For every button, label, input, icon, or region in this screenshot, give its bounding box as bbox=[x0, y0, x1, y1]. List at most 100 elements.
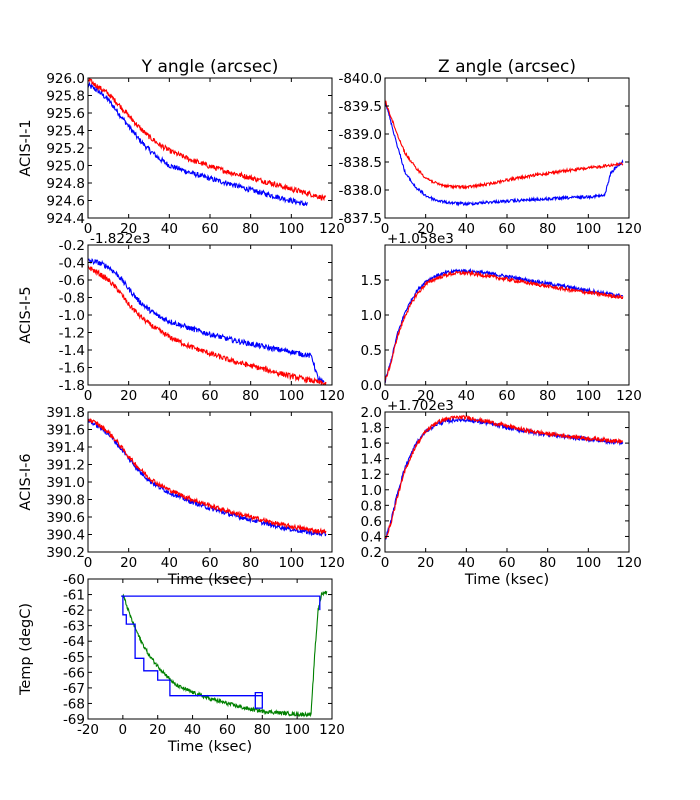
chart-2-xtick-label: 60 bbox=[498, 221, 515, 237]
chart-3-ytick-label: -1.8 bbox=[59, 378, 85, 394]
chart-6-ytick-label: 0.2 bbox=[361, 545, 382, 561]
chart-3-xtick-label: 80 bbox=[242, 388, 259, 404]
chart-6: 0 20 40 60 80 100 1202.01.81.61.41.21.00.80.60… bbox=[361, 398, 642, 588]
chart-4-xtick-label: 100 bbox=[575, 388, 601, 404]
chart-3-ytick-label: -0.6 bbox=[59, 273, 85, 289]
chart-5-xtick-label: 0 bbox=[84, 555, 93, 571]
chart-2-xtick-label: 20 bbox=[417, 221, 434, 237]
chart-2-xtick-label: 0 bbox=[381, 221, 390, 237]
chart-3-xtick-label: 20 bbox=[120, 388, 137, 404]
chart-1-xtick-label: 80 bbox=[242, 221, 259, 237]
chart-5-ytick-label: 390.2 bbox=[46, 545, 85, 561]
chart-7: -20 0 20 40 60 80 100 120-60-61-62-63-64-65-66-… bbox=[18, 572, 345, 755]
chart-7-xtick-label: 100 bbox=[284, 722, 310, 738]
chart-1-xtick-label: 0 bbox=[84, 221, 93, 237]
chart-5-xtick-label: 20 bbox=[120, 555, 137, 571]
chart-2-series-red bbox=[385, 99, 624, 190]
chart-3-series-blue bbox=[88, 257, 325, 384]
chart-4-xtick-label: 80 bbox=[539, 388, 556, 404]
chart-6-xtick-label: 100 bbox=[575, 555, 601, 571]
chart-2-title: Z angle (arcsec) bbox=[438, 57, 576, 77]
chart-6-ytick-label: 1.8 bbox=[361, 421, 382, 437]
chart-1-ytick-label: 924.4 bbox=[46, 211, 85, 227]
chart-3-xtick-label: 60 bbox=[201, 388, 218, 404]
chart-4-xtick-label: 60 bbox=[498, 388, 515, 404]
chart-6-xtick-label: 120 bbox=[616, 555, 642, 571]
chart-4-ytick-label: 1.5 bbox=[361, 273, 382, 289]
chart-5-ytick-label: 391.8 bbox=[46, 405, 85, 421]
chart-4-xtick-label: 40 bbox=[458, 388, 475, 404]
chart-5-series-red bbox=[88, 417, 327, 535]
chart-1-ytick-label: 925.4 bbox=[46, 124, 85, 140]
chart-1-ytick-label: 924.8 bbox=[46, 176, 85, 192]
chart-6-ytick-label: 0.6 bbox=[361, 514, 382, 530]
chart-5-ytick-label: 390.6 bbox=[46, 510, 85, 526]
chart-6-xlabel: Time (ksec) bbox=[464, 572, 549, 588]
chart-6-xtick-label: 60 bbox=[498, 555, 515, 571]
chart-1-series-red bbox=[88, 78, 327, 202]
chart-6-ytick-label: 0.4 bbox=[361, 529, 382, 545]
chart-7-ytick-label: -67 bbox=[63, 681, 85, 697]
chart-1-title: Y angle (arcsec) bbox=[141, 57, 279, 77]
chart-4-offset-label: +1.058e3 bbox=[387, 231, 454, 247]
chart-3-series-red bbox=[88, 264, 327, 385]
chart-4-xtick-label: 120 bbox=[616, 388, 642, 404]
chart-4-series-blue bbox=[385, 267, 623, 384]
chart-7-ytick-label: -66 bbox=[63, 665, 85, 681]
chart-3-xtick-label: 40 bbox=[161, 388, 178, 404]
chart-7-xtick-label: 20 bbox=[149, 722, 166, 738]
chart-2-ytick-label: -837.5 bbox=[338, 211, 382, 227]
chart-7-xlabel: Time (ksec) bbox=[167, 739, 252, 755]
chart-6-xtick-label: 80 bbox=[539, 555, 556, 571]
chart-2-ytick-label: -839.5 bbox=[338, 99, 382, 115]
chart-5-xtick-label: 60 bbox=[201, 555, 218, 571]
chart-6-ytick-label: 0.8 bbox=[361, 498, 382, 514]
chart-1-xtick-label: 100 bbox=[278, 221, 304, 237]
chart-5-ytick-label: 391.6 bbox=[46, 423, 85, 439]
chart-4-ytick-label: 0.0 bbox=[361, 378, 382, 394]
chart-1-ytick-label: 926.0 bbox=[46, 71, 85, 87]
chart-1-ytick-label: 924.6 bbox=[46, 194, 85, 210]
chart-1-xtick-label: 40 bbox=[161, 221, 178, 237]
chart-5-xtick-label: 120 bbox=[319, 555, 345, 571]
chart-7-frame bbox=[87, 578, 333, 720]
chart-1-ytick-label: 925.2 bbox=[46, 141, 85, 157]
chart-7-xtick-label: 60 bbox=[219, 722, 236, 738]
chart-7-xtick-label: 0 bbox=[119, 722, 128, 738]
chart-1-ytick-label: 925.6 bbox=[46, 106, 85, 122]
chart-1-ytick-label: 925.8 bbox=[46, 89, 85, 105]
chart-3-ytick-label: -0.4 bbox=[59, 256, 85, 272]
chart-6-offset-label: +1.702e3 bbox=[387, 398, 454, 414]
chart-2-ytick-label: -839.0 bbox=[338, 127, 382, 143]
chart-1-series-blue bbox=[88, 81, 309, 207]
chart-5-ytick-label: 390.8 bbox=[46, 493, 85, 509]
chart-3-xtick-label: 0 bbox=[84, 388, 93, 404]
chart-6-ytick-label: 1.6 bbox=[361, 436, 382, 452]
chart-4-xtick-label: 20 bbox=[417, 388, 434, 404]
chart-5-ytick-label: 391.2 bbox=[46, 458, 85, 474]
chart-1-ylabel: ACIS-I-1 bbox=[18, 119, 34, 176]
chart-7-ylabel: Temp (degC) bbox=[18, 603, 34, 696]
chart-7-xtick-label: 120 bbox=[319, 722, 345, 738]
chart-3-xtick-label: 120 bbox=[319, 388, 345, 404]
chart-4: 0 20 40 60 80 100 120 0.0 0.5 1.0 1.5 +1.058e3 bbox=[361, 231, 642, 404]
chart-2-xtick-label: 120 bbox=[616, 221, 642, 237]
chart-6-xtick-label: 40 bbox=[458, 555, 475, 571]
chart-2-xtick-label: 80 bbox=[539, 221, 556, 237]
chart-7-ytick-label: -64 bbox=[63, 634, 85, 650]
chart-7-ytick-label: -68 bbox=[63, 696, 85, 712]
chart-4-ytick-label: 1.0 bbox=[361, 308, 382, 324]
chart-7-ytick-label: -69 bbox=[63, 712, 85, 728]
chart-5-ylabel: ACIS-I-6 bbox=[18, 453, 34, 510]
chart-3-ytick-label: -1.4 bbox=[59, 343, 85, 359]
chart-7-xtick-label: -20 bbox=[77, 722, 99, 738]
chart-3: 0 20 40 60 80 100 120-0.2-0.4-0.6-0.8-1.0-1.2-… bbox=[18, 231, 345, 404]
chart-6-ytick-label: 1.0 bbox=[361, 483, 382, 499]
chart-7-series-blue bbox=[121, 595, 321, 709]
chart-3-offset-label: -1.822e3 bbox=[90, 231, 150, 247]
chart-2-series-blue bbox=[385, 100, 624, 207]
chart-3-ytick-label: -0.2 bbox=[59, 238, 85, 254]
